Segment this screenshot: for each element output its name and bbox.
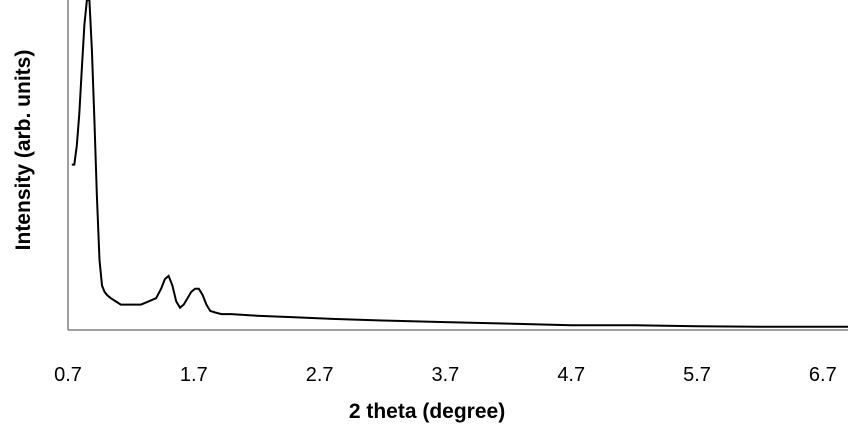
y-axis-title: Intensity (arb. units): [12, 50, 35, 251]
x-tick-label: 5.7: [683, 364, 711, 386]
x-tick-label: 0.7: [54, 364, 82, 386]
series-line: [71, 0, 848, 328]
plot-area: [67, 0, 848, 331]
x-tick-label: 4.7: [557, 364, 585, 386]
x-tick-labels: 0.7 1.7 2.7 3.7 4.7 5.7 6.7: [54, 364, 837, 386]
x-axis-title: 2 theta (degree): [349, 400, 505, 423]
x-tick-label: 1.7: [180, 364, 208, 386]
x-tick-label: 3.7: [432, 364, 460, 386]
x-tick-label: 2.7: [306, 364, 334, 386]
x-tick-label: 6.7: [809, 364, 837, 386]
